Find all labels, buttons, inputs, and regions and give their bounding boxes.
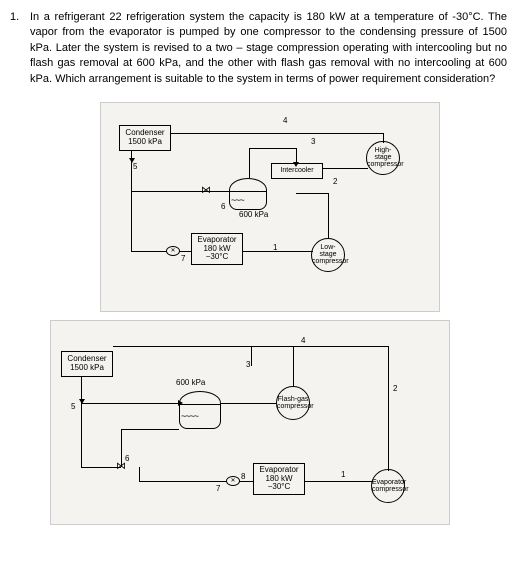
pt3: 3 — [311, 138, 315, 146]
line-cond-down — [81, 377, 82, 467]
line-left — [131, 151, 132, 251]
d2pt8: 8 — [241, 473, 245, 481]
line-top — [171, 133, 383, 134]
pt1: 1 — [273, 244, 277, 252]
evaporator-compressor: Evaporator compressor — [371, 469, 405, 503]
d2pt3: 3 — [246, 361, 250, 369]
separator-tank — [229, 178, 267, 210]
pt5: 5 — [133, 163, 137, 171]
exp-valve-2: ✕ — [226, 476, 240, 486]
pt7: 7 — [181, 255, 185, 263]
pt4: 4 — [283, 117, 287, 125]
pt6: 6 — [221, 203, 225, 211]
problem-number: 1. — [10, 10, 19, 25]
line-tank-vapor — [249, 148, 250, 178]
d2pt6: 6 — [125, 455, 129, 463]
line-to-highcomp — [383, 133, 384, 143]
separator-tank-2 — [179, 391, 221, 429]
condenser-box: Condenser1500 kPa — [119, 125, 171, 151]
d2pt4: 4 — [301, 337, 305, 345]
diagram-flashgas: Condenser1500 kPa Evaporator180 kW−30°C … — [50, 320, 450, 525]
line-to-tank — [131, 191, 231, 192]
line-to-tank2 — [81, 403, 179, 404]
line-intercooler-out — [323, 168, 368, 169]
pt2: 2 — [333, 178, 337, 186]
diagram-intercooling: Condenser1500 kPa Evaporator180 kW−30°C … — [100, 102, 440, 312]
tank-label: 600 kPa — [239, 211, 268, 219]
problem-statement: 1. In a refrigerant 22 refrigeration sys… — [10, 10, 507, 87]
line-flashcomp-up — [293, 346, 294, 386]
d2pt7: 7 — [216, 485, 220, 493]
line-to-evap — [131, 251, 191, 252]
line-intercooler-in — [296, 148, 297, 163]
line-evap-lowcomp — [243, 251, 313, 252]
valve-1: ⋈ — [201, 185, 211, 196]
line-to-intercooler-right — [296, 193, 328, 194]
line-lowcomp-up — [328, 193, 329, 238]
liquid-wave-2: ~~~~ — [181, 411, 198, 421]
d2pt5: 5 — [71, 403, 75, 411]
line-tank-flashcomp — [221, 403, 276, 404]
d2pt1: 1 — [341, 471, 345, 479]
d2pt2: 2 — [393, 385, 397, 393]
line-evapcomp-up — [388, 381, 389, 471]
condenser-box-2: Condenser1500 kPa — [61, 351, 113, 377]
evaporator-box: Evaporator180 kW−30°C — [191, 233, 243, 265]
high-stage-compressor: High-stage compressor — [366, 141, 400, 175]
evaporator-box-2: Evaporator180 kW−30°C — [253, 463, 305, 495]
liquid-wave: ~~~ — [231, 195, 244, 205]
flash-gas-compressor: Flash-gas compressor — [276, 386, 310, 420]
exp-valve-1: ✕ — [166, 246, 180, 256]
low-stage-compressor: Low-stage compressor — [311, 238, 345, 272]
tank-label-2: 600 kPa — [176, 379, 205, 387]
problem-text: In a refrigerant 22 refrigeration system… — [30, 11, 507, 85]
line-evap-evapcomp — [305, 481, 373, 482]
